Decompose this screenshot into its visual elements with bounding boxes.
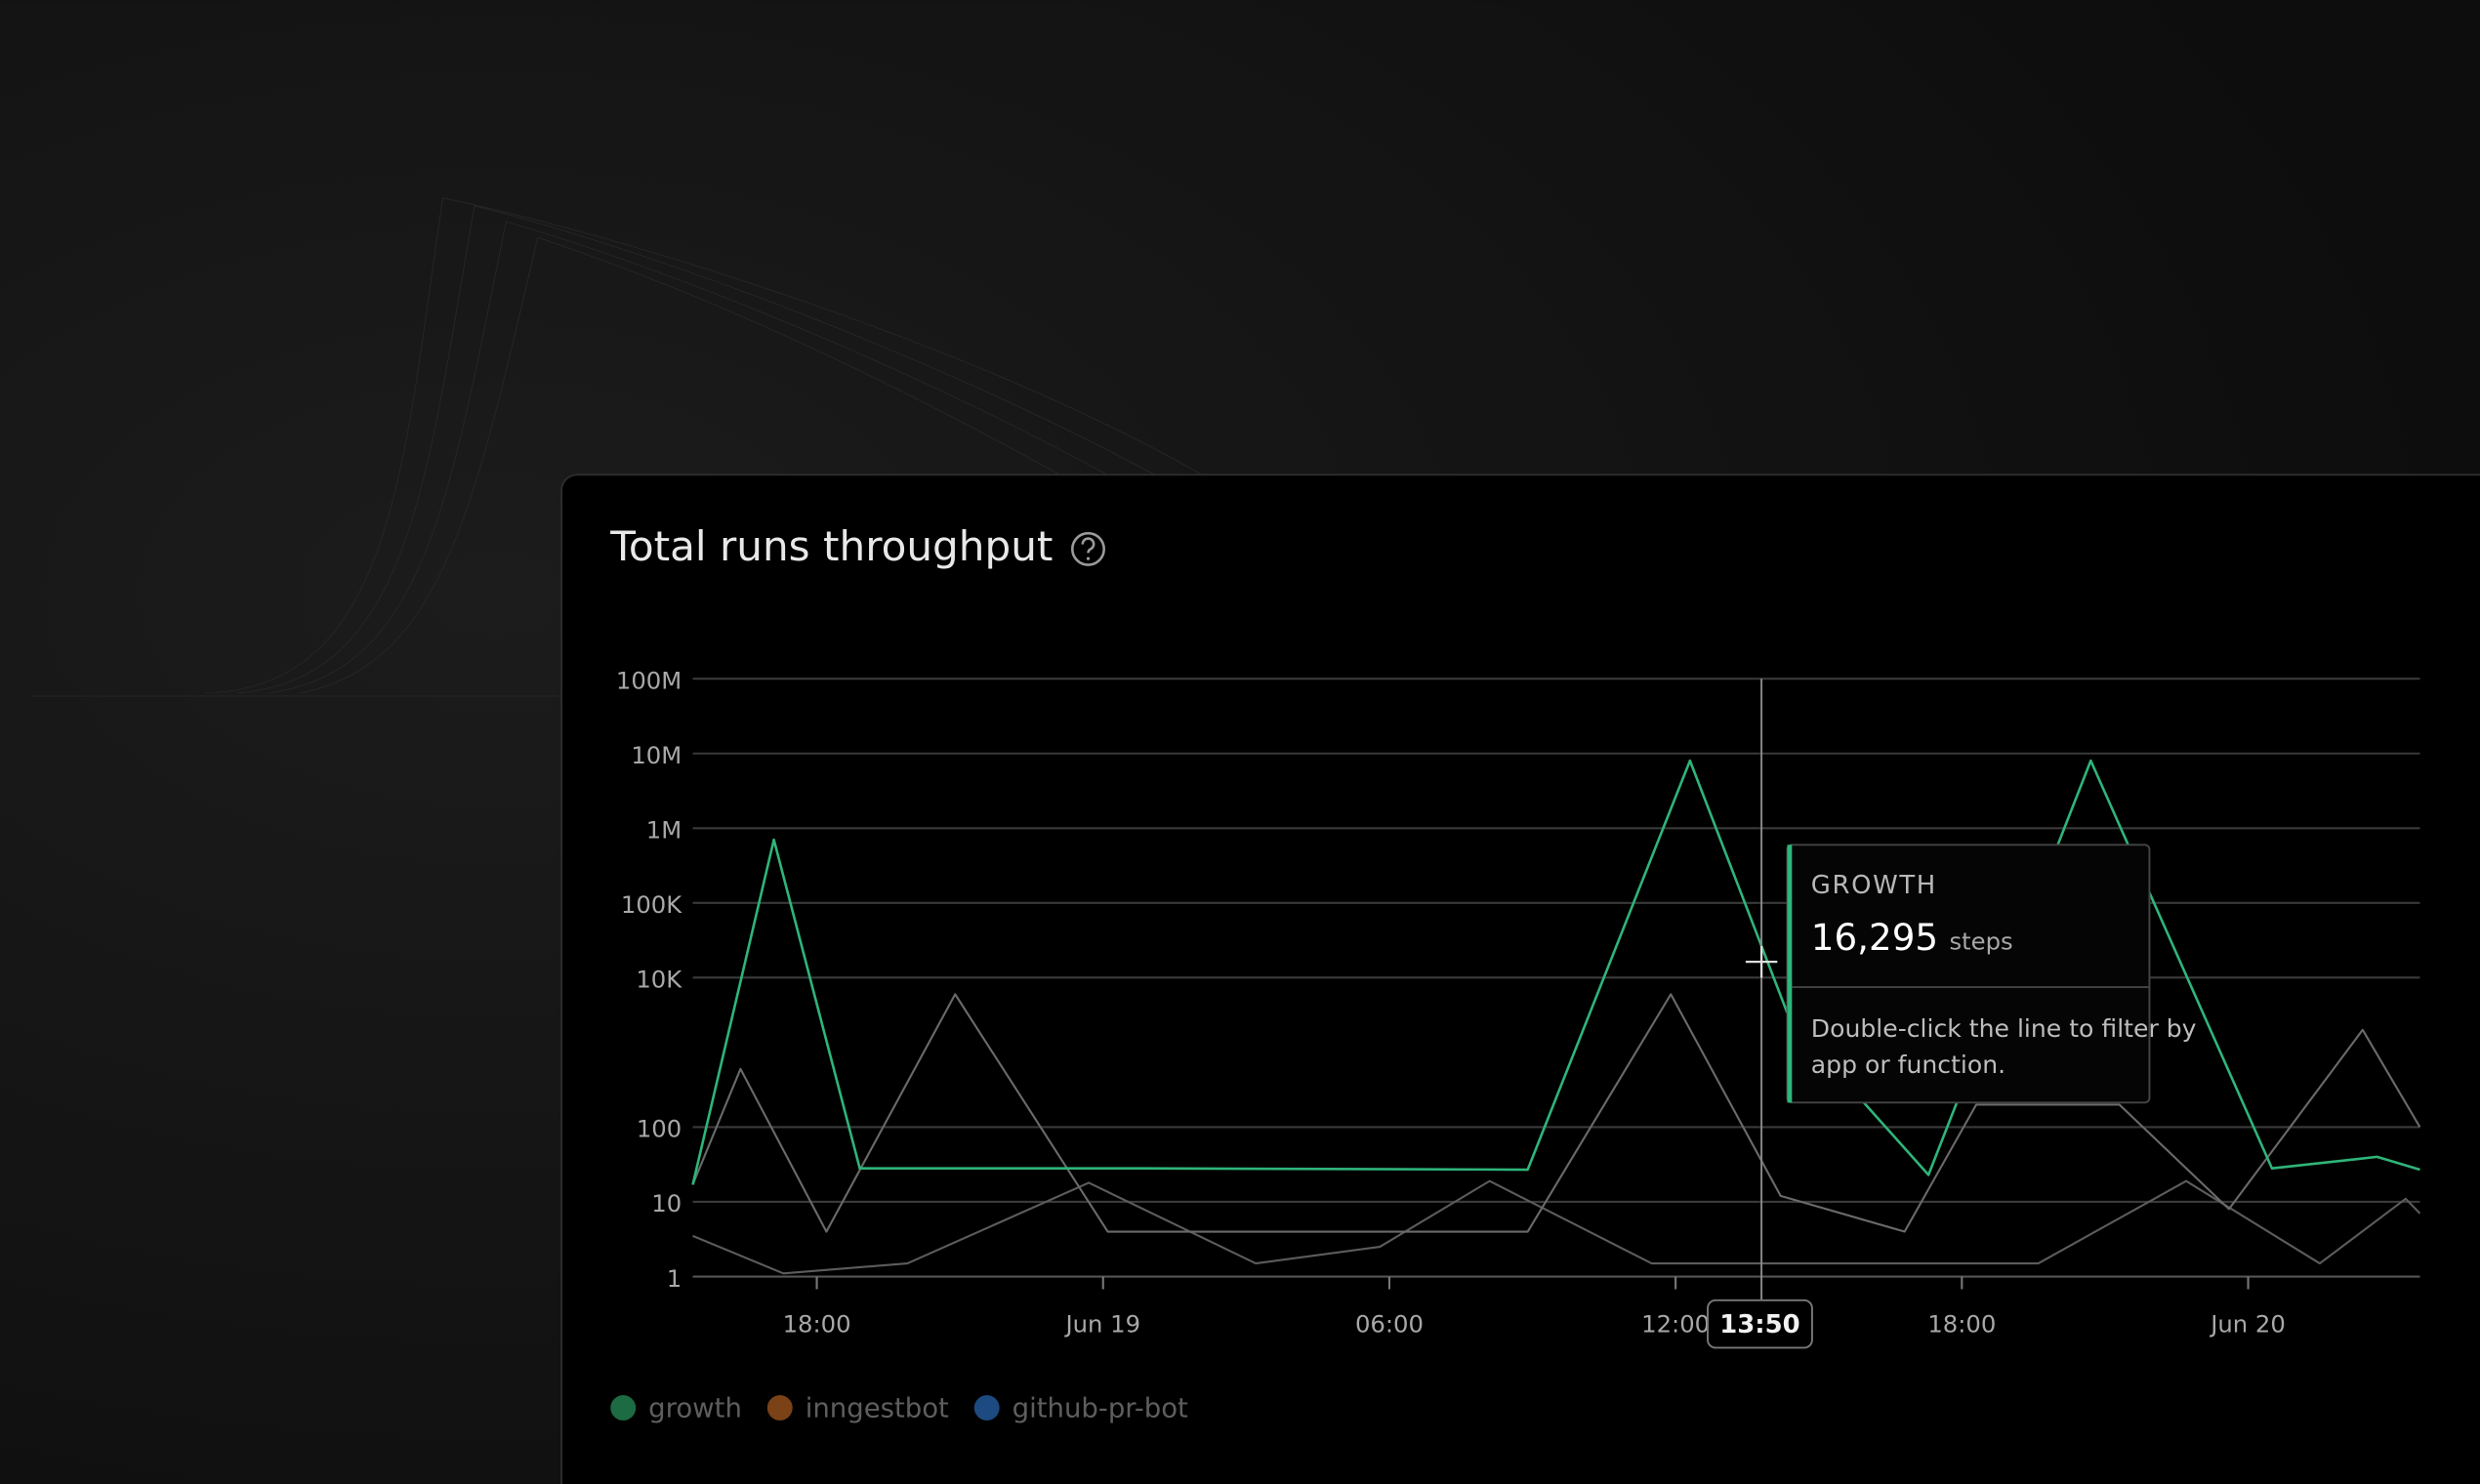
x-tick-label: Jun 19: [1063, 1310, 1140, 1339]
x-tick-label: 06:00: [1355, 1310, 1424, 1339]
tooltip-hint: Double-click the line to filter by app or…: [1811, 1014, 2197, 1079]
help-icon-circle[interactable]: [1070, 531, 1105, 566]
background-mesh: [31, 197, 1203, 697]
legend-dot: [766, 1395, 793, 1421]
legend-dot: [973, 1395, 1000, 1421]
crosshair-label: 13:50: [1719, 1310, 1799, 1340]
x-tick-label: 12:00: [1641, 1310, 1710, 1339]
chart-title: Total runs throughput: [609, 522, 1053, 570]
help-icon-glyph[interactable]: [1081, 537, 1095, 554]
crosshair-label-box: [1707, 1298, 1813, 1349]
tooltip-hint-line: app or function.: [1811, 1051, 2005, 1079]
tooltip-hint-line: Double-click the line to filter by: [1811, 1014, 2197, 1043]
tooltip-value: 16,295: [1811, 916, 1938, 959]
y-tick-label: 100: [637, 1115, 682, 1143]
y-tick-label: 1M: [646, 816, 682, 845]
help-icon-dot[interactable]: [1086, 556, 1091, 560]
y-tick-label: 100K: [621, 890, 682, 919]
tooltip-series: GROWTH: [1811, 871, 1937, 900]
y-tick-label: 10K: [636, 966, 682, 994]
chart-panel: [560, 474, 2480, 1484]
series-line: [692, 1179, 2421, 1275]
plot: 1 10 100 10K 100K 1M 10M 100M 18:00 Jun 19 06:00 12…: [610, 666, 2421, 1424]
tooltip-accent: [1787, 845, 1793, 1103]
y-tick-label: 100M: [616, 666, 682, 694]
y-tick-label: 1: [667, 1264, 682, 1293]
series-line: [691, 993, 2421, 1233]
help-icon[interactable]: [1070, 531, 1105, 566]
tooltip-unit: steps: [1949, 928, 2012, 956]
x-tick-label: 18:00: [783, 1310, 851, 1339]
y-tick-label: 10M: [631, 741, 682, 769]
x-tick-label: 18:00: [1927, 1310, 1996, 1339]
series-line: [691, 759, 2420, 1185]
legend-dot: [610, 1395, 637, 1421]
legend-label: github-pr-bot: [1013, 1393, 1188, 1424]
x-tick-label: Jun 20: [2209, 1310, 2286, 1339]
y-tick-label: 10: [651, 1189, 682, 1217]
legend-label: growth: [648, 1393, 742, 1424]
legend-label: inngestbot: [806, 1393, 949, 1424]
